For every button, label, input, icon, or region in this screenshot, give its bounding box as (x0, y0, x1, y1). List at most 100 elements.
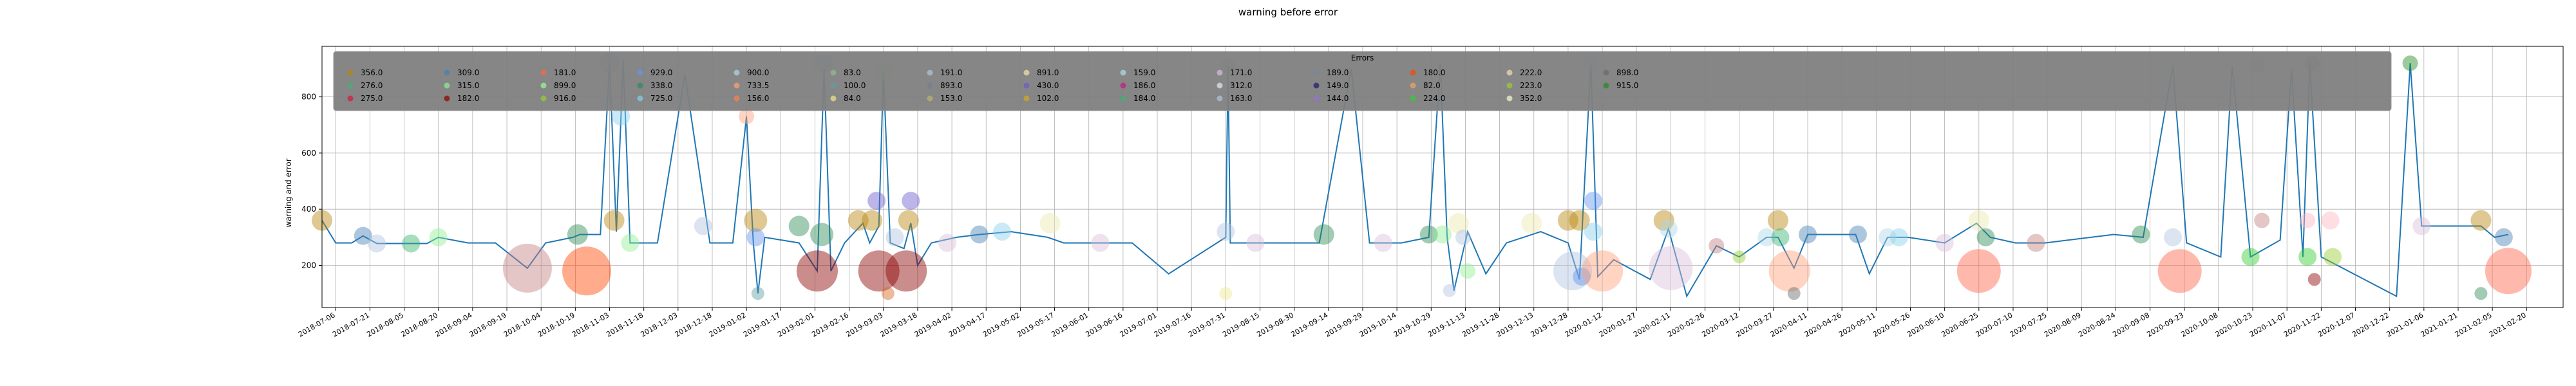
legend-marker (1120, 95, 1126, 102)
x-tick-label: 2018-09-19 (468, 311, 508, 338)
scatter-point (1787, 287, 1801, 300)
x-tick-label: 2020-05-26 (1871, 311, 1911, 338)
legend-label: 312.0 (1230, 81, 1252, 90)
legend-marker (1410, 95, 1416, 102)
x-tick-label: 2018-10-19 (536, 311, 576, 338)
scatter-point (1968, 210, 1989, 231)
x-tick-label: 2021-01-06 (2385, 311, 2425, 338)
scatter-point (744, 208, 768, 232)
scatter-point (1659, 219, 1678, 238)
scatter-point (1557, 210, 1578, 231)
x-tick-label: 2019-05-02 (981, 311, 1021, 338)
legend-label: 899.0 (554, 81, 576, 90)
x-tick-label: 2019-04-17 (947, 311, 987, 338)
legend-label: 352.0 (1520, 94, 1542, 103)
scatter-point (429, 228, 448, 246)
plot-marks (312, 53, 2532, 300)
plot-frame (321, 46, 2564, 308)
x-tick-label: 2019-12-13 (1495, 311, 1535, 338)
x-tick-label: 2018-12-18 (674, 311, 714, 338)
x-tick-label: 2019-08-15 (1221, 311, 1261, 338)
legend-label: 189.0 (1327, 68, 1349, 77)
legend-marker (1313, 69, 1320, 76)
x-tick-label: 2019-06-01 (1050, 311, 1090, 338)
legend-marker (637, 82, 643, 89)
legend-marker (637, 95, 643, 102)
legend-marker (927, 82, 933, 89)
scatter-point (902, 192, 920, 210)
scatter-point (751, 287, 764, 300)
legend-marker (1313, 82, 1320, 89)
x-tick-label: 2020-10-23 (2214, 311, 2254, 338)
scatter-point (2298, 248, 2317, 266)
x-tick-label: 2018-12-03 (639, 311, 679, 338)
scatter-point (886, 250, 927, 292)
scatter-point (867, 192, 886, 210)
legend-marker (347, 69, 354, 76)
x-tick-label: 2020-11-22 (2282, 311, 2322, 338)
x-tick-label: 2019-09-14 (1289, 311, 1329, 338)
scatter-point (1091, 234, 1110, 252)
scatter-point (739, 109, 755, 125)
x-tick-label: 2020-07-25 (2009, 311, 2049, 338)
legend-label: 898.0 (1616, 68, 1638, 77)
x-tick-label: 2020-05-11 (1837, 311, 1877, 338)
legend-label: 191.0 (940, 68, 962, 77)
legend-label: 100.0 (844, 81, 866, 90)
x-tick-label: 2020-02-11 (1632, 311, 1672, 338)
scatter-point (788, 216, 810, 237)
scatter-point (694, 217, 712, 235)
legend-marker (1603, 82, 1609, 89)
y-tick-label: 200 (301, 261, 316, 270)
x-tick-label: 2020-04-11 (1769, 311, 1809, 338)
scatter-point (2132, 225, 2150, 244)
x-tick-label: 2021-01-21 (2420, 311, 2459, 338)
scatter-point (1653, 210, 1674, 231)
x-tick-label: 2019-10-14 (1358, 311, 1398, 338)
scatter-point (1582, 250, 1624, 292)
x-tick-label: 2019-08-30 (1255, 311, 1295, 338)
legend-marker (1410, 82, 1416, 89)
x-tick-label: 2019-03-18 (879, 311, 919, 338)
scatter-point (2474, 287, 2488, 300)
legend-marker (734, 95, 740, 102)
scatter-point (354, 226, 372, 245)
legend-label: 725.0 (650, 94, 672, 103)
legend-marker (444, 95, 450, 102)
legend-marker (1313, 95, 1320, 102)
legend-label: 893.0 (940, 81, 962, 90)
legend-marker (1217, 95, 1223, 102)
legend-marker (830, 95, 837, 102)
scatter-point (2164, 228, 2183, 246)
x-tick-label: 2020-01-12 (1564, 311, 1604, 338)
scatter-point (1217, 223, 1235, 241)
x-tick-label: 2020-07-10 (1975, 311, 2014, 338)
scatter-point (886, 228, 904, 246)
scatter-point (848, 210, 869, 231)
scatter-point (603, 210, 625, 231)
scatter-point (993, 223, 1012, 241)
x-tick-label: 2018-11-03 (571, 311, 611, 338)
scatter-point (1649, 246, 1693, 290)
legend-label: 223.0 (1520, 81, 1542, 90)
legend-label: 929.0 (650, 68, 672, 77)
legend-label: 733.5 (747, 81, 769, 90)
y-tick-label: 400 (301, 205, 316, 214)
scatter-point (970, 225, 989, 244)
legend-box (333, 51, 2392, 111)
legend-label: 144.0 (1327, 94, 1349, 103)
scatter-point (2402, 55, 2418, 71)
scatter-point (1448, 213, 1469, 234)
x-tick-label: 2019-11-13 (1426, 311, 1466, 338)
scatter-point (567, 224, 588, 245)
x-tick-label: 2018-09-04 (434, 311, 474, 338)
legend-marker (1603, 69, 1609, 76)
x-tick-label: 2019-12-28 (1530, 311, 1569, 338)
scatter-point (612, 107, 630, 126)
legend-label: 182.0 (457, 94, 479, 103)
scatter-point (858, 250, 900, 292)
legend-marker (1120, 69, 1126, 76)
scatter-point (562, 246, 612, 296)
chart-title: warning before error (1238, 6, 1338, 18)
